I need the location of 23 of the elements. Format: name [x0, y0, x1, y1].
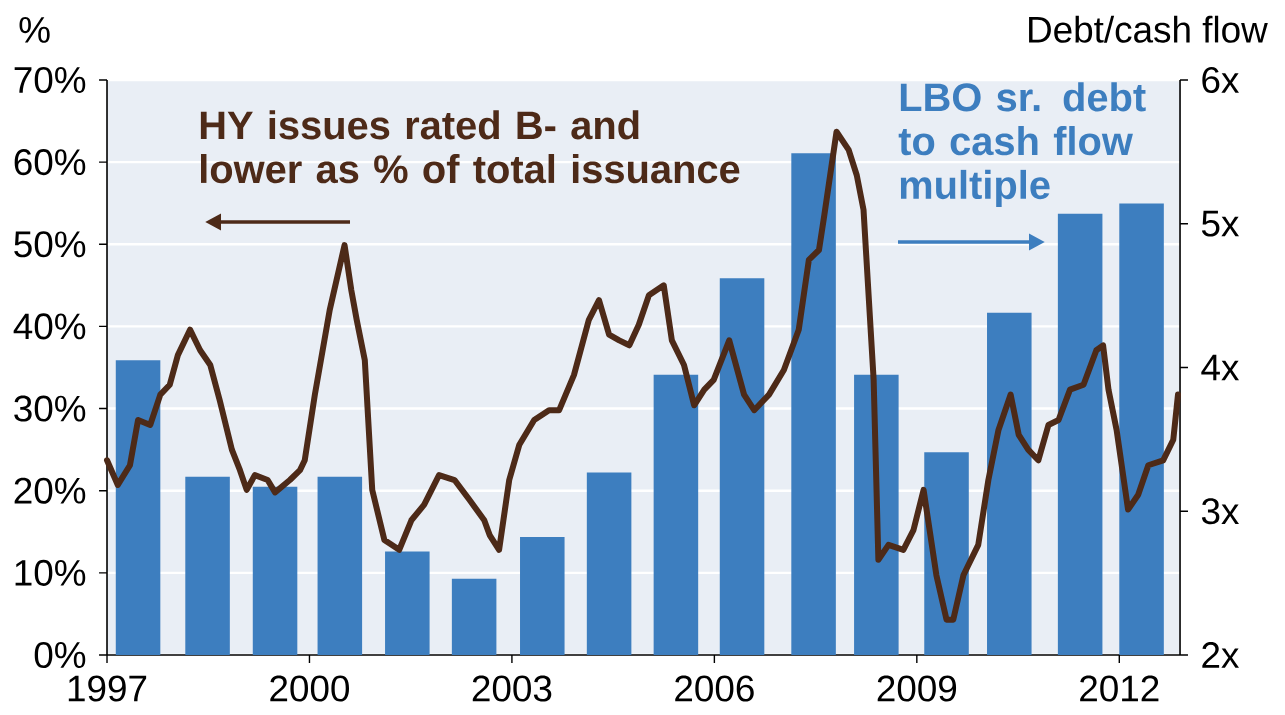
- x-tick-label: 2006: [675, 675, 754, 702]
- x-tick-label: 1997: [68, 675, 147, 702]
- y-tick-label: 40%: [13, 313, 86, 340]
- y-tick-label: 20%: [14, 477, 86, 504]
- y2-tick-label: 5x: [1201, 210, 1239, 237]
- y-tick-label: 30%: [14, 395, 86, 422]
- y2-tick-label: 6x: [1202, 66, 1239, 94]
- x-tick-label: 2000: [270, 675, 350, 702]
- x-tick-label: 2009: [877, 675, 957, 702]
- y-tick-label: 0%: [34, 641, 86, 669]
- y2-tick-label: 3x: [1201, 498, 1239, 525]
- y-tick-label: 10%: [15, 559, 86, 586]
- y2-tick-label: 4x: [1201, 354, 1239, 381]
- y2-axis-title: Debt/cash flow: [1029, 15, 1268, 43]
- y-tick-label: 60%: [14, 149, 86, 176]
- y-tick-label: 70%: [14, 66, 86, 94]
- y-axis-title: %: [19, 17, 50, 43]
- x-tick-label: 2012: [1080, 675, 1159, 702]
- y-tick-label: 50%: [14, 231, 86, 258]
- y2-tick-label: 2x: [1202, 642, 1239, 668]
- annotation: LBO sr. debt to cash flow multiple: [898, 82, 1146, 207]
- annotation: HY issues rated B- and lower as % of total issuance: [200, 110, 740, 184]
- x-tick-label: 2003: [472, 675, 552, 702]
